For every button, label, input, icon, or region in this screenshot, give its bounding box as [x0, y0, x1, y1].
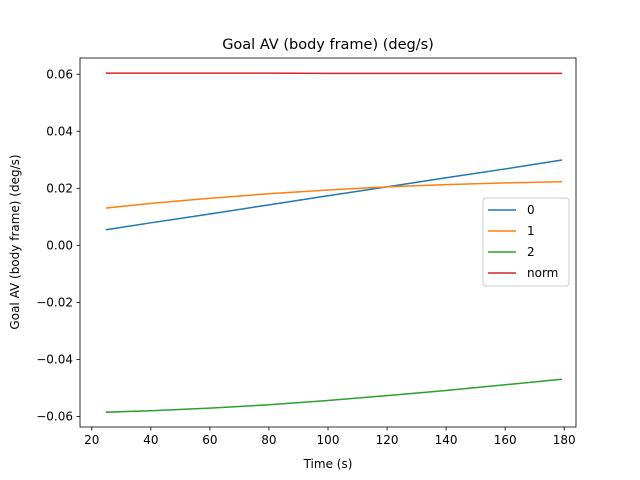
legend: 0 1 2 norm [482, 197, 570, 287]
x-tick-label: 20 [84, 433, 99, 447]
y-tick-label: 0.02 [46, 182, 73, 196]
x-tick-label: 140 [435, 433, 458, 447]
legend-label: 1 [527, 224, 535, 238]
chart-title: Goal AV (body frame) (deg/s) [222, 37, 434, 53]
y-tick-label: 0.00 [46, 239, 73, 253]
y-tick-label: −0.06 [36, 410, 73, 424]
legend-box [482, 197, 570, 287]
series-line-0 [105, 159, 563, 231]
x-tick-label: 60 [202, 433, 217, 447]
legend-label: 0 [527, 203, 535, 217]
series-line-2 [105, 378, 563, 413]
y-tick-label: −0.02 [36, 296, 73, 310]
y-tick-label: 0.04 [46, 124, 73, 138]
x-tick-label: 120 [376, 433, 399, 447]
x-tick-label: 180 [553, 433, 576, 447]
y-axis-title: Goal AV (body frame) (deg/s) [8, 154, 22, 329]
x-axis: 20 40 60 80 100 120 140 160 180 [84, 427, 576, 447]
x-tick-label: 160 [494, 433, 517, 447]
x-tick-label: 80 [261, 433, 276, 447]
y-tick-label: −0.04 [36, 353, 73, 367]
legend-label: norm [527, 266, 558, 280]
series-line-1 [105, 180, 563, 209]
plot-frame [79, 57, 577, 428]
x-tick-label: 40 [143, 433, 158, 447]
legend-label: 2 [527, 245, 535, 259]
series-lines [105, 72, 563, 413]
y-tick-label: 0.06 [46, 67, 73, 81]
x-tick-label: 100 [317, 433, 340, 447]
x-axis-title: Time (s) [303, 457, 353, 471]
y-axis: −0.06 −0.04 −0.02 0.00 0.02 0.04 0.06 [36, 67, 80, 424]
